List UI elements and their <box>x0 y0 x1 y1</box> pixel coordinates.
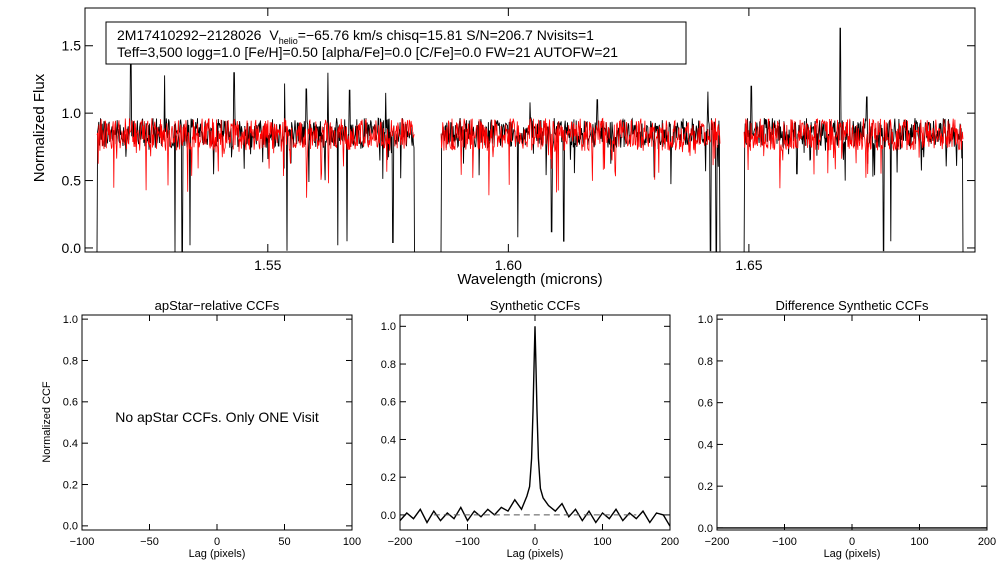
synthetic-ccf-xtick-label: 100 <box>593 536 611 548</box>
difference-ccf-xlabel: Lag (pixels) <box>824 548 881 560</box>
synthetic-spectrum-line <box>96 117 964 198</box>
synthetic-ccf-xtick-label: 0 <box>532 536 538 548</box>
vhelio-symbol: V <box>269 27 279 43</box>
apstar-ccf-ytick-label: 0.2 <box>63 479 78 491</box>
synthetic-ccf-line <box>399 326 671 527</box>
difference-ccf-xtick-label: 100 <box>910 536 928 548</box>
apstar-ccf-xtick-label: 50 <box>278 536 290 548</box>
difference-ccf-xtick-label: −200 <box>705 536 730 548</box>
synthetic-ccf-xtick-label: 200 <box>661 536 679 548</box>
star-info-box <box>105 21 687 65</box>
synthetic-ccf-axis-ticks: −200 −100 0 100 200 0.0 0.2 0.4 0.6 0.8 1.0 <box>381 315 679 548</box>
spectrum-ytick-label: 0.5 <box>62 172 82 188</box>
apstar-ccf-ytick-label: 0.6 <box>63 397 78 409</box>
synthetic-ccf-ytick-label: 0.8 <box>381 359 396 371</box>
apstar-ccf-ytick-label: 0.0 <box>63 521 78 533</box>
difference-ccf-ytick-label: 0.8 <box>698 356 713 368</box>
spectrum-ytick-label: 1.5 <box>62 38 82 54</box>
spectrum-plot-frame <box>84 7 976 253</box>
apstar-ccf-xtick-label: 0 <box>214 536 220 548</box>
difference-ccf-ytick-label: 0.0 <box>698 523 713 535</box>
no-apstar-ccf-message: No apStar CCFs. Only ONE Visit <box>115 409 319 425</box>
difference-ccf-frame <box>716 314 988 531</box>
spectrum-series <box>96 27 964 253</box>
difference-ccf-ytick-label: 1.0 <box>698 314 713 326</box>
apstar-ccf-xtick-label: −100 <box>70 536 95 548</box>
spectrum-xlabel: Wavelength (microns) <box>457 271 602 288</box>
star-id: 2M17410292−2128026 <box>117 27 262 43</box>
synthetic-ccf-ytick-label: 0.6 <box>381 397 396 409</box>
spectrum-xtick-label: 1.65 <box>735 257 762 273</box>
apstar-ccf-xtick-label: 100 <box>343 536 361 548</box>
apstar-ccf-axis-ticks: −100 −50 0 50 100 0.0 0.2 0.4 0.6 0.8 1.0 <box>63 314 361 548</box>
spectrum-xtick-label: 1.55 <box>254 257 281 273</box>
difference-ccf-xtick-label: 0 <box>849 536 855 548</box>
star-info-line1: 2M17410292−2128026 Vhelio=−65.76 km/s chi… <box>117 27 594 46</box>
synthetic-ccf-ytick-label: 0.4 <box>381 434 396 446</box>
apstar-ccf-ytick-label: 0.4 <box>63 438 78 450</box>
difference-ccf-ytick-label: 0.2 <box>698 481 713 493</box>
difference-ccf-title: Difference Synthetic CCFs <box>776 298 929 313</box>
synthetic-ccf-ytick-label: 1.0 <box>381 321 396 333</box>
apstar-ccf-ytick-label: 1.0 <box>63 314 78 326</box>
synthetic-ccf-series <box>399 326 671 527</box>
difference-ccf-ytick-label: 0.6 <box>698 398 713 410</box>
spectrum-xtick-label: 1.60 <box>495 257 522 273</box>
synthetic-ccf-ytick-label: 0.2 <box>381 472 396 484</box>
apstar-ccf-title: apStar−relative CCFs <box>155 298 280 313</box>
spectrum-ytick-label: 1.0 <box>62 105 82 121</box>
difference-ccf-ytick-label: 0.4 <box>698 439 713 451</box>
synthetic-ccf-xtick-label: −100 <box>455 536 480 548</box>
difference-ccf-panel: −200 −100 0 100 200 0.0 0.2 0.4 0.6 0.8 1.0 Differ… <box>698 298 996 560</box>
synthetic-ccf-panel: −200 −100 0 100 200 0.0 0.2 0.4 0.6 0.8 1.0 Synthe… <box>381 298 679 560</box>
spectrum-axis-ticks: 1.55 1.60 1.65 0.0 0.5 1.0 1.5 <box>62 8 975 273</box>
synthetic-ccf-xlabel: Lag (pixels) <box>507 548 564 560</box>
difference-ccf-axis-ticks: −200 −100 0 100 200 0.0 0.2 0.4 0.6 0.8 1.0 <box>698 314 996 548</box>
apstar-ccf-xtick-label: −50 <box>140 536 159 548</box>
difference-ccf-xtick-label: 200 <box>978 536 996 548</box>
star-info-line2: Teff=3,500 logg=1.0 [Fe/H]=0.50 [alpha/F… <box>117 44 618 60</box>
spectrum-ylabel: Normalized Flux <box>31 73 48 182</box>
synthetic-ccf-title: Synthetic CCFs <box>490 298 581 313</box>
apstar-ccf-ytick-label: 0.8 <box>63 355 78 367</box>
synthetic-ccf-ytick-label: 0.0 <box>381 510 396 522</box>
spectrum-panel: 1.55 1.60 1.65 0.0 0.5 1.0 1.5 Normalized Flux… <box>31 7 976 288</box>
ccf-ylabel: Normalized CCF <box>41 381 53 463</box>
synthetic-ccf-xtick-label: −200 <box>388 536 413 548</box>
apstar-ccf-panel: −100 −50 0 50 100 0.0 0.2 0.4 0.6 0.8 1.0 apStar−r… <box>41 298 361 560</box>
spectrum-ytick-label: 0.0 <box>62 240 82 256</box>
star-stats: =−65.76 km/s chisq=15.81 S/N=206.7 Nvisi… <box>298 27 594 43</box>
vhelio-subscript: helio <box>279 36 298 46</box>
difference-ccf-xtick-label: −100 <box>772 536 797 548</box>
apstar-ccf-xlabel: Lag (pixels) <box>189 548 246 560</box>
